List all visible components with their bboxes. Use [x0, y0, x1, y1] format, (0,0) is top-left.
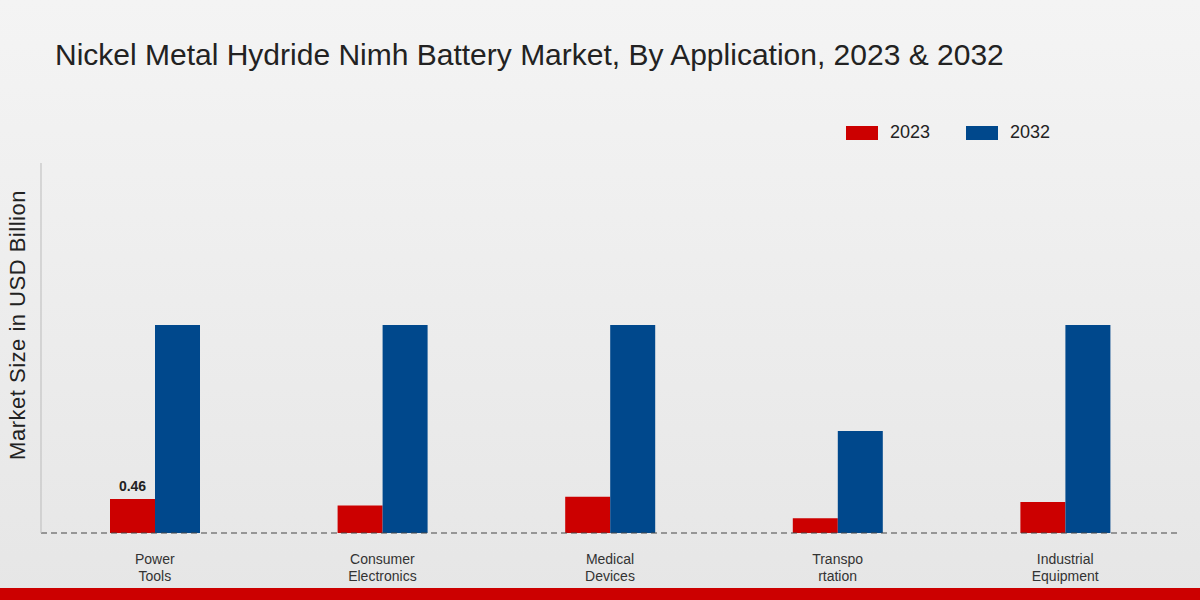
svg-text:ConsumerElectronics: ConsumerElectronics	[348, 551, 416, 584]
svg-text:0.46: 0.46	[119, 478, 146, 494]
html-text:2032: 2032	[1010, 122, 1050, 142]
svg-text:MedicalDevices: MedicalDevices	[585, 551, 635, 584]
html-text:Market Size in USD Billion: Market Size in USD Billion	[5, 190, 30, 460]
svg-text:Transportation: Transportation	[812, 551, 863, 584]
svg-text:PowerTools: PowerTools	[135, 551, 175, 584]
svg-text:IndustrialEquipment: IndustrialEquipment	[1032, 551, 1099, 584]
html-text:Nickel Metal Hydride Nimh Batt: Nickel Metal Hydride Nimh Battery Market…	[55, 38, 1004, 71]
html-text:2023: 2023	[889, 122, 930, 142]
